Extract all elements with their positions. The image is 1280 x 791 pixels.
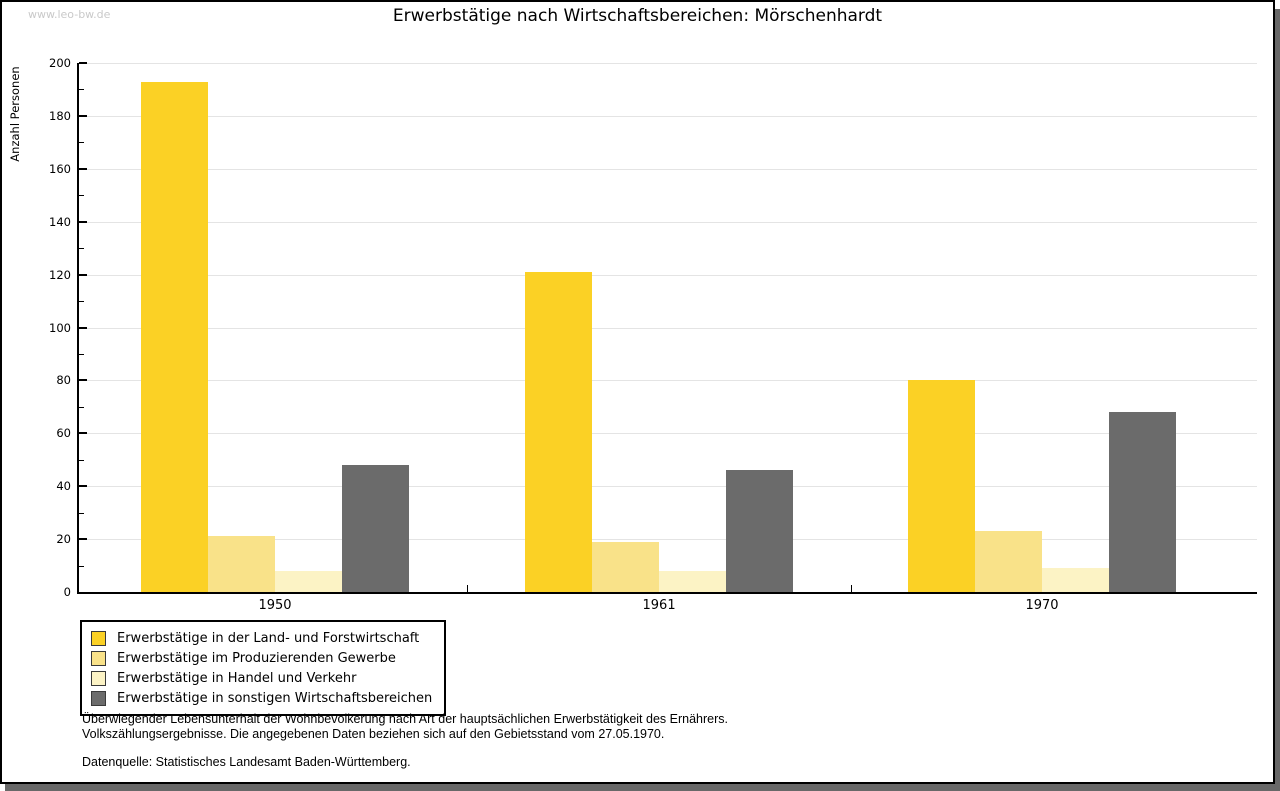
y-tick-label: 40	[56, 479, 71, 494]
y-major-tick	[79, 273, 87, 276]
bar-1961-series-4	[726, 470, 794, 592]
y-tick-label: 140	[49, 214, 71, 229]
y-major-tick	[79, 62, 87, 64]
bar-1970-series-3	[1042, 568, 1109, 592]
x-tick-label: 1961	[642, 598, 676, 613]
y-major-tick	[79, 538, 87, 541]
y-major-tick	[79, 485, 87, 488]
y-axis-title: Anzahl Personen	[8, 66, 22, 162]
y-gridline	[79, 63, 1257, 64]
y-gridline	[79, 221, 1257, 223]
bar-1961-series-2	[592, 541, 660, 592]
bar-1961-series-1	[525, 271, 593, 592]
bar-1970-series-2	[975, 531, 1042, 592]
y-minor-tick	[79, 406, 84, 408]
data-source-line: Datenquelle: Statistisches Landesamt Bad…	[82, 755, 411, 769]
y-gridline	[79, 433, 1257, 435]
y-gridline	[79, 486, 1257, 488]
legend-item-3: Erwerbstätige in Handel und Verkehr	[91, 668, 432, 688]
bar-1950-series-4	[342, 465, 410, 592]
y-minor-tick	[79, 89, 84, 91]
y-major-tick	[79, 379, 87, 382]
y-minor-tick	[79, 248, 84, 250]
footnote-line-1: Überwiegender Lebensunterhalt der Wohnbe…	[82, 712, 728, 726]
legend-label: Erwerbstätige in sonstigen Wirtschaftsbe…	[117, 690, 433, 706]
y-gridline	[79, 539, 1257, 541]
y-tick-label: 160	[49, 161, 71, 176]
footnote-line-2: Volkszählungsergebnisse. Die angegebenen…	[82, 727, 665, 741]
y-tick-label: 100	[49, 320, 71, 335]
bar-1961-series-3	[659, 570, 727, 592]
bar-1970-series-1	[908, 380, 975, 592]
bar-1970-series-4	[1109, 412, 1176, 592]
y-major-tick	[79, 114, 87, 117]
footnotes: Überwiegender Lebensunterhalt der Wohnbe…	[82, 712, 728, 770]
y-tick-label: 200	[49, 56, 71, 70]
chart-title: Erwerbstätige nach Wirtschaftsbereichen:…	[392, 6, 883, 26]
y-gridline	[79, 168, 1257, 170]
y-tick-label: 120	[49, 267, 71, 282]
legend-swatch	[91, 690, 106, 706]
y-minor-tick	[79, 353, 84, 355]
bar-1950-series-1	[141, 81, 209, 592]
y-gridline	[79, 327, 1257, 329]
legend-label: Erwerbstätige in der Land- und Forstwirt…	[117, 630, 420, 646]
y-minor-tick	[79, 301, 84, 303]
y-tick-label: 60	[56, 426, 71, 441]
bar-1950-series-2	[208, 536, 276, 592]
y-major-tick	[79, 220, 87, 223]
y-tick-label: 0	[63, 585, 71, 599]
y-tick-label: 80	[56, 373, 71, 388]
legend-label: Erwerbstätige in Handel und Verkehr	[117, 670, 357, 686]
legend-swatch	[91, 670, 106, 686]
legend-swatch	[91, 650, 106, 666]
y-minor-tick	[79, 459, 84, 461]
x-boundary-tick	[850, 585, 852, 592]
y-minor-tick	[79, 195, 84, 197]
x-tick-label: 1950	[258, 598, 292, 613]
plot-area: 0 20 40 60 80 100 120 140 160 180 200 1950 1961 1970	[49, 56, 1257, 613]
x-tick-label: 1970	[1025, 598, 1059, 613]
legend-item-1: Erwerbstätige in der Land- und Forstwirt…	[91, 628, 432, 648]
y-minor-tick	[79, 142, 84, 144]
y-minor-tick	[79, 565, 84, 567]
legend: Erwerbstätige in der Land- und Forstwirt…	[80, 620, 447, 716]
legend-item-4: Erwerbstätige in sonstigen Wirtschaftsbe…	[91, 688, 432, 708]
y-major-tick	[79, 326, 87, 329]
y-gridline	[79, 380, 1257, 382]
bar-1950-series-3	[275, 570, 343, 592]
legend-item-2: Erwerbstätige im Produzierenden Gewerbe	[91, 648, 432, 668]
y-gridline	[79, 274, 1257, 276]
y-major-tick	[79, 167, 87, 170]
x-boundary-tick	[467, 585, 469, 592]
y-tick-label: 180	[49, 108, 71, 123]
legend-label: Erwerbstätige im Produzierenden Gewerbe	[117, 650, 396, 666]
y-gridline	[79, 115, 1257, 117]
y-tick-label: 20	[56, 532, 71, 547]
y-minor-tick	[79, 512, 84, 514]
y-major-tick	[79, 432, 87, 435]
legend-swatch	[91, 630, 106, 646]
watermark: www.leo-bw.de	[28, 8, 111, 21]
